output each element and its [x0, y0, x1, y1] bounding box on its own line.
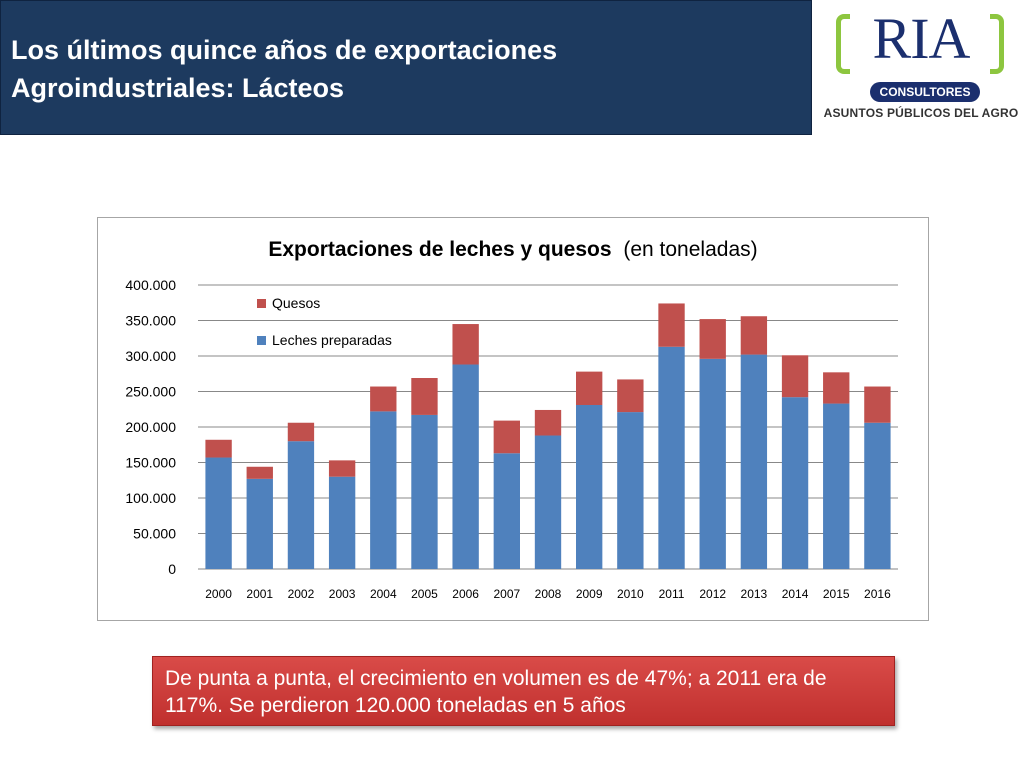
y-tick-label: 50.000	[133, 526, 176, 542]
x-tick-label: 2010	[617, 587, 644, 601]
x-tick-label: 2011	[659, 587, 685, 601]
bar-quesos	[823, 372, 850, 404]
y-tick-label: 0	[168, 561, 176, 577]
bar-quesos	[370, 386, 397, 412]
chart-title: Exportaciones de leches y quesos (en ton…	[268, 238, 757, 261]
logo-right-bracket	[990, 14, 1004, 74]
bar-leches	[328, 476, 356, 569]
logo-consultores-pill: CONSULTORES	[870, 82, 980, 102]
bar-leches	[452, 364, 479, 569]
bar-leches	[617, 412, 644, 569]
chart-legend: Quesos Leches preparadas	[257, 295, 392, 348]
logo-wordmark: RIA	[872, 6, 971, 71]
callout-note: De punta a punta, el crecimiento en volu…	[152, 656, 895, 726]
bar-quesos	[452, 324, 479, 365]
bar-quesos	[493, 420, 520, 454]
bar-leches	[534, 435, 562, 569]
bar-quesos	[740, 316, 768, 355]
legend-swatch	[257, 336, 266, 345]
bar-quesos	[576, 371, 603, 405]
bar-leches	[370, 411, 397, 569]
x-tick-label: 2014	[782, 587, 809, 601]
bar-quesos	[658, 303, 685, 347]
x-tick-label: 2009	[576, 587, 603, 601]
y-tick-label: 100.000	[125, 490, 176, 506]
x-tick-label: 2000	[205, 587, 232, 601]
bar-leches	[658, 346, 685, 569]
y-tick-label: 250.000	[125, 384, 176, 400]
x-tick-label: 2006	[452, 587, 479, 601]
bar-quesos	[246, 466, 273, 479]
bar-leches	[823, 403, 850, 569]
y-tick-label: 400.000	[125, 277, 176, 293]
legend-label: Quesos	[272, 295, 320, 311]
bar-quesos	[699, 319, 726, 359]
bar-quesos	[411, 378, 438, 415]
bar-leches	[246, 478, 273, 569]
chart-bars	[205, 303, 891, 569]
bar-leches	[864, 422, 891, 569]
x-tick-label: 2004	[370, 587, 397, 601]
bar-quesos	[781, 355, 809, 398]
bar-leches	[411, 414, 438, 569]
bar-quesos	[328, 460, 356, 477]
ria-logo: RIA CONSULTORES ASUNTOS PÚBLICOS DEL AGR…	[814, 0, 1024, 135]
x-tick-label: 2003	[329, 587, 356, 601]
y-tick-label: 150.000	[125, 455, 176, 471]
x-axis: 2000 2001 2002 2003 2004 2005 2006 2007 2008 2009…	[205, 587, 891, 601]
x-tick-label: 2001	[246, 587, 273, 601]
title-bar: Los últimos quince años de exportaciones…	[0, 0, 812, 135]
bar-leches	[576, 404, 603, 569]
x-tick-label: 2015	[823, 587, 850, 601]
bar-leches	[740, 354, 768, 569]
x-tick-label: 2002	[288, 587, 315, 601]
y-axis: 0 50.000 100.000 150.000 200.000 250.000 300.0…	[125, 277, 176, 577]
y-tick-label: 300.000	[125, 348, 176, 364]
legend-label: Leches preparadas	[272, 332, 392, 348]
logo-subtitle: ASUNTOS PÚBLICOS DEL AGRO	[823, 106, 1019, 120]
logo-left-bracket	[836, 14, 850, 74]
x-tick-label: 2005	[411, 587, 438, 601]
export-chart: Exportaciones de leches y quesos (en ton…	[125, 238, 898, 601]
x-tick-label: 2012	[699, 587, 726, 601]
bar-quesos	[287, 422, 315, 442]
bar-leches	[781, 397, 809, 569]
bar-leches	[287, 441, 315, 569]
x-tick-label: 2013	[741, 587, 768, 601]
y-tick-label: 350.000	[125, 313, 176, 329]
bar-quesos	[864, 386, 891, 423]
x-tick-label: 2007	[493, 587, 520, 601]
bar-quesos	[205, 439, 232, 458]
bar-leches	[493, 453, 520, 569]
x-tick-label: 2016	[864, 587, 891, 601]
chart-frame: Exportaciones de leches y quesos (en ton…	[97, 217, 929, 621]
bar-quesos	[617, 379, 644, 413]
bar-leches	[205, 457, 232, 569]
x-tick-label: 2008	[535, 587, 562, 601]
chart-title-suffix: (en toneladas)	[623, 238, 757, 261]
legend-swatch	[257, 299, 266, 308]
bar-quesos	[534, 409, 562, 436]
y-tick-label: 200.000	[125, 419, 176, 435]
slide-title: Los últimos quince años de exportaciones…	[11, 35, 558, 103]
bar-leches	[699, 358, 726, 569]
chart-title-main: Exportaciones de leches y quesos	[268, 238, 611, 261]
